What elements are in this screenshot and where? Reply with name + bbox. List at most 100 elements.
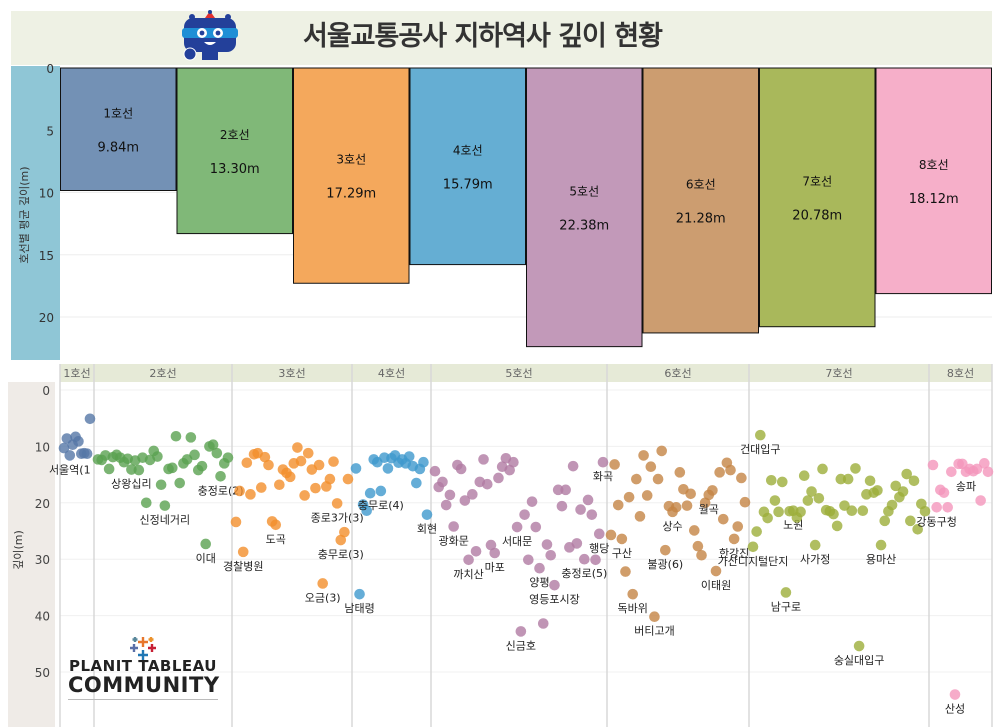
station-point [656, 445, 668, 457]
station-point [971, 463, 983, 475]
station-point [674, 467, 686, 478]
station-label: 충무로(3) [318, 548, 364, 561]
station-label: 한강진 [719, 547, 749, 560]
bar-category-label: 5호선 [569, 184, 599, 198]
station-point [696, 549, 707, 561]
station-point [905, 515, 916, 527]
line-header-8: 8호선 [947, 367, 974, 380]
station-point [185, 432, 197, 443]
line-header-6: 6호선 [664, 367, 691, 380]
station-point [339, 526, 350, 538]
station-point [560, 484, 571, 496]
station-point [835, 473, 847, 485]
bar-value-label: 17.29m [326, 187, 376, 202]
station-point [259, 451, 271, 463]
station-point [714, 467, 725, 478]
station-point [927, 459, 939, 471]
y-axis-band [11, 66, 60, 360]
station-point [328, 456, 339, 467]
station-point [780, 587, 792, 598]
station-point [448, 521, 459, 532]
y-tick-label: 30 [35, 553, 50, 567]
line-header-4: 4호선 [378, 367, 405, 380]
tableau-cross-icon [130, 637, 156, 660]
station-point [755, 429, 766, 441]
title-band [11, 11, 992, 65]
station-label: 남태령 [344, 602, 374, 615]
station-point [751, 526, 762, 537]
station-point [795, 506, 806, 518]
station-point [864, 475, 876, 487]
station-point [912, 524, 923, 535]
station-point [556, 500, 568, 512]
station-point [879, 515, 891, 527]
station-label: 충정로(2) [198, 484, 244, 497]
station-point [890, 480, 902, 492]
station-point [552, 484, 564, 496]
station-point [463, 554, 474, 566]
station-label: 서울역(1 [49, 463, 91, 476]
station-label: 이태원 [701, 579, 731, 592]
station-point [133, 464, 145, 476]
y-axis-title: 호선별 평균 깊이(m) [18, 166, 31, 263]
station-label: 송파 [956, 480, 976, 493]
station-point [170, 430, 182, 442]
station-label: 양평 [529, 576, 549, 589]
station-label: 서대문 [502, 535, 532, 548]
station-point [504, 464, 515, 476]
line-header-2: 2호선 [149, 367, 176, 380]
bar-value-label: 9.84m [97, 140, 139, 155]
station-point [155, 479, 167, 491]
station-point [222, 452, 234, 463]
station-point [515, 626, 527, 637]
station-point [317, 578, 329, 589]
station-point [270, 519, 282, 531]
station-point [692, 540, 704, 552]
station-point [567, 460, 579, 472]
station-point [166, 462, 178, 474]
station-point [152, 451, 163, 462]
bar-value-label: 15.79m [443, 177, 493, 192]
station-point [631, 473, 642, 485]
station-point [519, 509, 530, 520]
y-axis-title: 깊이(m) [12, 530, 25, 570]
station-point [728, 533, 740, 545]
page-title: 서울교통공사 지하역사 깊이 현황 [303, 21, 663, 52]
mascot-logo-icon [182, 10, 238, 61]
station-point [549, 579, 560, 591]
station-point [211, 447, 223, 459]
station-point [444, 489, 456, 501]
station-label: 충무로(4) [358, 499, 404, 512]
station-point [725, 464, 736, 476]
station-point [335, 534, 347, 546]
station-point [421, 509, 433, 520]
station-label: 회현 [417, 523, 437, 536]
station-point [802, 495, 814, 506]
station-label: 산성 [945, 703, 965, 716]
station-point [582, 494, 594, 506]
station-label: 숭실대입구 [834, 654, 885, 667]
station-point [255, 482, 267, 493]
station-label: 영등포시장 [529, 593, 580, 606]
station-point [842, 473, 854, 485]
station-label: 오금(3) [305, 591, 341, 604]
station-point [73, 436, 84, 447]
bar-5 [526, 67, 643, 348]
bar-2 [176, 67, 293, 235]
station-point [58, 442, 70, 454]
station-point [736, 472, 747, 484]
station-label: 가산디지털단지 [718, 555, 789, 568]
station-label: 불광(6) [647, 558, 683, 571]
station-point [813, 492, 825, 504]
station-point [575, 504, 586, 515]
station-point [732, 521, 744, 532]
station-point [140, 497, 152, 509]
y-axis-band [8, 382, 55, 727]
station-depth-scatter-chart: 01020304050깊이(m)1호선서울역(12호선상왕십리신정네거리이대충정… [8, 364, 994, 727]
station-point [313, 459, 325, 471]
station-point [616, 533, 628, 545]
planit-tableau-community-logo: PLANIT TABLEAU COMMUNITY [68, 635, 219, 700]
line-header-band [60, 364, 992, 382]
